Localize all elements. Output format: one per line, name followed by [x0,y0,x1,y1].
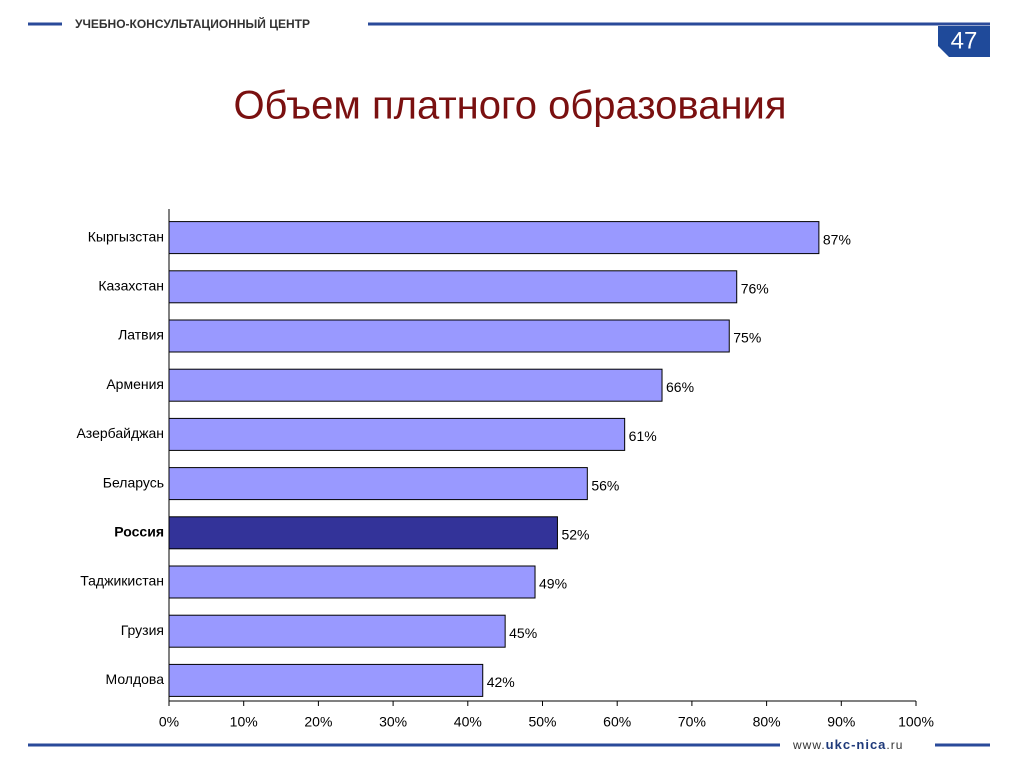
y-tick-label: Кыргызстан [88,228,164,244]
page-number: 47 [951,27,978,54]
bar [168,663,484,697]
value-label: 56% [591,477,619,493]
x-tick-label: 40% [454,714,482,730]
header-org: УЧЕБНО-КОНСУЛЬТАЦИОННЫЙ ЦЕНТР [75,16,310,31]
value-label: 49% [539,576,567,592]
x-tick-label: 50% [528,714,556,730]
value-label: 45% [509,625,537,641]
value-label: 42% [487,674,515,690]
value-label: 52% [561,527,589,543]
footer-url: www.ukc-nica.ru [792,737,903,752]
y-tick-label: Беларусь [103,474,164,490]
x-tick-label: 20% [304,714,332,730]
bar [168,467,588,501]
slide-title: Объем платного образования [233,84,786,128]
x-tick-label: 100% [898,714,934,730]
bar [168,417,626,451]
value-label: 61% [629,428,657,444]
bar [168,221,820,255]
y-tick-label: Россия [114,524,164,540]
footer-site: ukc-nica [826,737,887,752]
x-tick-label: 90% [827,714,855,730]
y-tick-label: Молдова [106,671,165,687]
value-label: 87% [823,231,851,247]
y-tick-label: Армения [106,376,164,392]
x-tick-label: 0% [159,714,179,730]
y-tick-label: Таджикистан [80,573,164,589]
bar [168,614,506,648]
x-tick-label: 10% [230,714,258,730]
bar [168,319,730,353]
y-tick-label: Казахстан [98,278,164,294]
value-label: 66% [666,379,694,395]
bar [168,516,558,550]
bar [168,270,738,304]
value-label: 75% [733,330,761,346]
x-tick-label: 30% [379,714,407,730]
y-tick-label: Грузия [121,622,164,638]
x-tick-label: 70% [678,714,706,730]
x-tick-label: 80% [753,714,781,730]
y-tick-label: Азербайджан [76,425,164,441]
value-label: 76% [741,281,769,297]
page-badge [938,26,990,57]
bar [168,565,536,599]
footer-suffix: .ru [886,738,903,752]
badge-corner [938,46,949,57]
footer-prefix: www. [792,738,826,752]
bar [168,368,663,402]
x-tick-label: 60% [603,714,631,730]
y-tick-label: Латвия [118,327,164,343]
